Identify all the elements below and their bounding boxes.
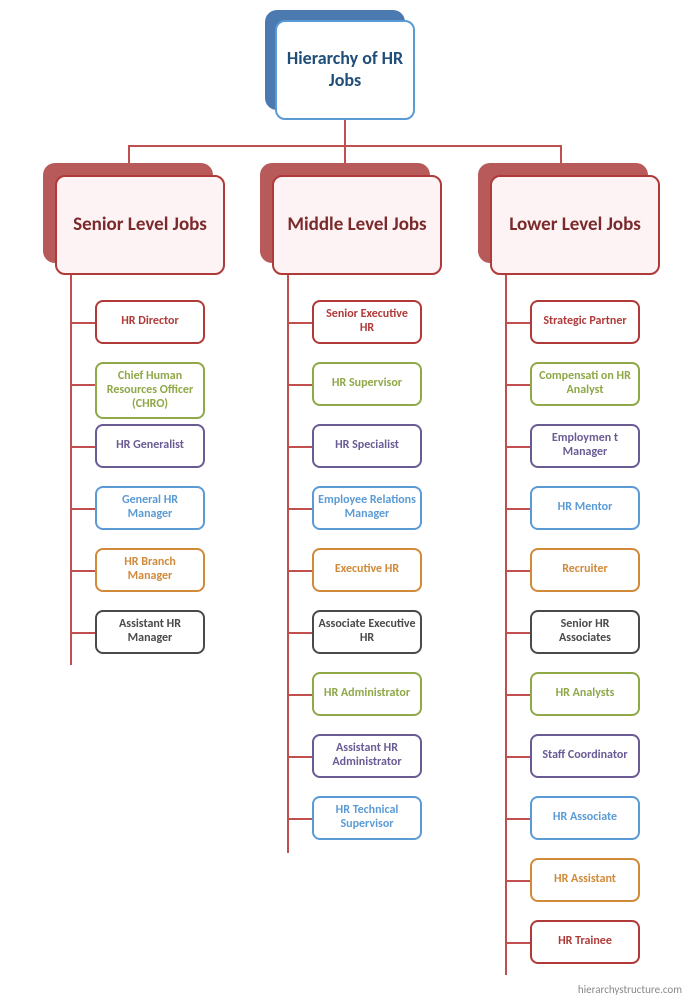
cat-label: Middle Level Jobs bbox=[287, 214, 426, 237]
item-box: HR Administrator bbox=[312, 672, 422, 716]
item-box: Recruiter bbox=[530, 548, 640, 592]
category-lower: Lower Level Jobs bbox=[490, 175, 660, 275]
item-box: Assistant HR Manager bbox=[95, 610, 205, 654]
connector-to-cat2 bbox=[344, 145, 346, 163]
cat-box: Middle Level Jobs bbox=[272, 175, 442, 275]
connector-tick bbox=[505, 570, 530, 572]
connector-tick bbox=[287, 384, 312, 386]
root-label: Hierarchy of HR Jobs bbox=[277, 48, 413, 91]
item-box: HR Specialist bbox=[312, 424, 422, 468]
connector-tick bbox=[505, 322, 530, 324]
item-box: Compensati on HR Analyst bbox=[530, 362, 640, 406]
connector-tick bbox=[287, 570, 312, 572]
connector-tick bbox=[505, 446, 530, 448]
item-box: Employee Relations Manager bbox=[312, 486, 422, 530]
connector-root-down bbox=[344, 120, 346, 145]
connector-tick bbox=[505, 818, 530, 820]
connector-to-cat1 bbox=[128, 145, 130, 163]
item-box: HR Generalist bbox=[95, 424, 205, 468]
cat-label: Lower Level Jobs bbox=[509, 214, 641, 237]
cat-label: Senior Level Jobs bbox=[73, 214, 207, 237]
connector-tick bbox=[287, 632, 312, 634]
item-box: HR Supervisor bbox=[312, 362, 422, 406]
category-senior: Senior Level Jobs bbox=[55, 175, 225, 275]
connector-tick bbox=[287, 322, 312, 324]
item-box: Senior Executive HR bbox=[312, 300, 422, 344]
connector-tick bbox=[505, 384, 530, 386]
item-box: Chief Human Resources Officer (CHRO) bbox=[95, 362, 205, 419]
connector-tick bbox=[505, 508, 530, 510]
item-box: HR Assistant bbox=[530, 858, 640, 902]
item-box: Executive HR bbox=[312, 548, 422, 592]
item-box: Assistant HR Administrator bbox=[312, 734, 422, 778]
item-box: HR Trainee bbox=[530, 920, 640, 964]
item-box: HR Technical Supervisor bbox=[312, 796, 422, 840]
item-box: Employmen t Manager bbox=[530, 424, 640, 468]
item-box: HR Mentor bbox=[530, 486, 640, 530]
connector-tick bbox=[287, 508, 312, 510]
connector-tick bbox=[70, 384, 95, 386]
col2-vline bbox=[287, 275, 289, 853]
item-box: HR Branch Manager bbox=[95, 548, 205, 592]
connector-tick bbox=[287, 756, 312, 758]
cat-box: Lower Level Jobs bbox=[490, 175, 660, 275]
cat-box: Senior Level Jobs bbox=[55, 175, 225, 275]
item-box: Strategic Partner bbox=[530, 300, 640, 344]
watermark: hierarchystructure.com bbox=[578, 983, 682, 996]
connector-tick bbox=[505, 632, 530, 634]
connector-tick bbox=[505, 880, 530, 882]
connector-tick bbox=[70, 570, 95, 572]
item-box: Senior HR Associates bbox=[530, 610, 640, 654]
root-box: Hierarchy of HR Jobs bbox=[275, 20, 415, 120]
category-middle: Middle Level Jobs bbox=[272, 175, 442, 275]
root-node: Hierarchy of HR Jobs bbox=[275, 20, 415, 120]
connector-tick bbox=[505, 756, 530, 758]
item-box: HR Associate bbox=[530, 796, 640, 840]
connector-tick bbox=[70, 446, 95, 448]
item-box: HR Analysts bbox=[530, 672, 640, 716]
connector-tick bbox=[287, 694, 312, 696]
item-box: HR Director bbox=[95, 300, 205, 344]
item-box: General HR Manager bbox=[95, 486, 205, 530]
connector-tick bbox=[287, 818, 312, 820]
item-box: Staff Coordinator bbox=[530, 734, 640, 778]
connector-tick bbox=[505, 694, 530, 696]
col1-vline bbox=[70, 275, 72, 665]
connector-tick bbox=[287, 446, 312, 448]
connector-tick bbox=[70, 322, 95, 324]
connector-to-cat3 bbox=[560, 145, 562, 163]
connector-tick bbox=[70, 508, 95, 510]
connector-tick bbox=[70, 632, 95, 634]
item-box: Associate Executive HR bbox=[312, 610, 422, 654]
col3-vline bbox=[505, 275, 507, 975]
connector-tick bbox=[505, 942, 530, 944]
